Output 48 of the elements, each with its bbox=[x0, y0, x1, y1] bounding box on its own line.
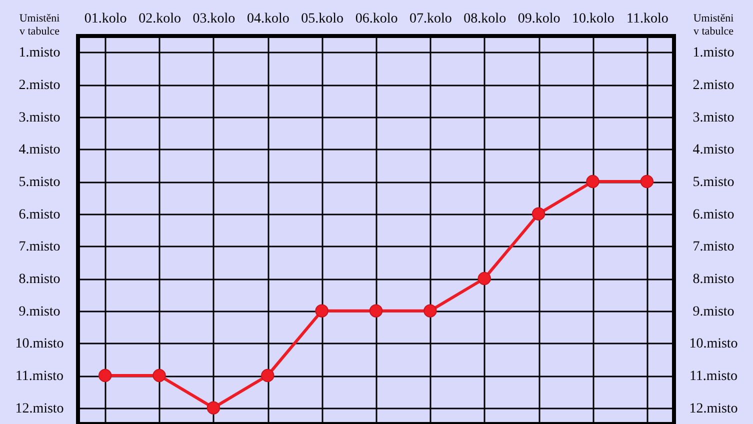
y-tick-label: 3.misto bbox=[18, 110, 60, 126]
x-tick-label: 08.kolo bbox=[464, 12, 506, 26]
y2-tick-label: 5.misto bbox=[692, 175, 734, 190]
x-tick-label: 02.kolo bbox=[138, 12, 181, 26]
x-tick-label: 03.kolo bbox=[192, 12, 236, 26]
point bbox=[586, 174, 600, 188]
point bbox=[206, 401, 220, 414]
y2-tick-label: 4.misto bbox=[692, 142, 734, 158]
y-tick-label: 7.misto bbox=[18, 240, 60, 255]
point bbox=[424, 304, 437, 318]
y-tick-label: 9.misto bbox=[18, 304, 60, 320]
y2-tick-label: 8.misto bbox=[692, 272, 734, 287]
y-tick-label: 1.misto bbox=[18, 46, 60, 61]
y-tick-label: 8.misto bbox=[18, 272, 60, 287]
point bbox=[478, 272, 491, 286]
point bbox=[152, 368, 166, 382]
y2-axis-title: Umistěni v tabulce bbox=[693, 12, 734, 38]
x-tick-label: 09.kolo bbox=[518, 12, 560, 26]
y2-tick-label: 3.misto bbox=[692, 110, 734, 126]
y-tick-label: 6.misto bbox=[18, 207, 60, 222]
y-tick-label: 5.misto bbox=[18, 175, 60, 190]
y2-tick-label: 1.misto bbox=[692, 46, 734, 61]
point bbox=[640, 174, 654, 188]
y-tick-label: 12.misto bbox=[15, 401, 64, 416]
point bbox=[261, 368, 274, 382]
y-tick-label: 10.misto bbox=[15, 336, 64, 352]
y2-tick-label: 9.misto bbox=[692, 304, 734, 320]
x-tick-label: 07.kolo bbox=[409, 12, 452, 26]
y-tick-label: 4.misto bbox=[18, 142, 60, 158]
y2-tick-label: 10.misto bbox=[689, 336, 738, 352]
x-tick-label: 11.kolo bbox=[626, 12, 668, 26]
x-tick-label: 04.kolo bbox=[246, 12, 290, 26]
y-tick-label: 2.misto bbox=[18, 78, 60, 93]
point bbox=[369, 304, 383, 318]
y2-tick-label: 2.misto bbox=[692, 78, 734, 93]
x-tick-label: 10.kolo bbox=[572, 12, 614, 26]
point bbox=[98, 368, 112, 382]
y2-tick-label: 12.misto bbox=[689, 401, 738, 416]
y2-tick-label: 11.misto bbox=[689, 369, 738, 384]
y-axis-title: Umistěni v tabulce bbox=[19, 12, 60, 38]
point bbox=[315, 304, 328, 318]
y2-tick-label: 6.misto bbox=[692, 207, 734, 222]
point bbox=[532, 207, 546, 220]
x-tick-label: 06.kolo bbox=[355, 12, 398, 26]
x-tick-label: 05.kolo bbox=[301, 12, 344, 26]
y-tick-label: 11.misto bbox=[15, 369, 64, 384]
x-tick-label: 01.kolo bbox=[84, 12, 127, 26]
y2-tick-label: 7.misto bbox=[692, 240, 734, 255]
